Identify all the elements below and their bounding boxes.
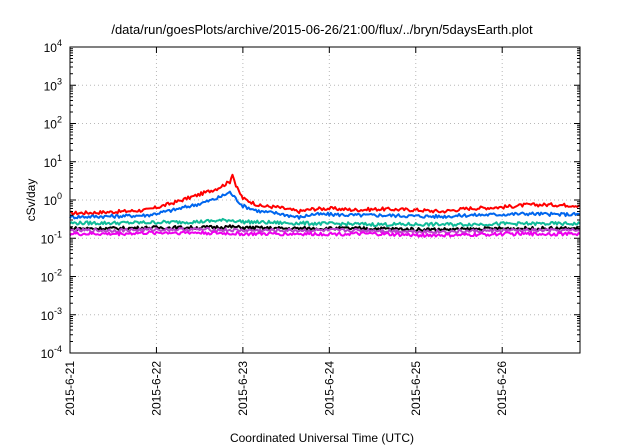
y-tick-label: 10-2 (41, 268, 62, 285)
series-line-3 (69, 217, 581, 228)
x-tick-label: 2015-6-24 (322, 361, 336, 416)
series-line-2 (69, 190, 581, 220)
chart-title: /data/run/goesPlots/archive/2015-06-26/2… (111, 22, 533, 37)
y-tick-label: 100 (44, 191, 62, 208)
y-tick-label: 102 (44, 115, 62, 132)
y-tick-label: 10-3 (41, 306, 62, 323)
y-tick-label: 10-4 (41, 344, 62, 361)
series-line-5 (69, 226, 581, 235)
y-tick-label: 10-1 (41, 229, 62, 246)
x-tick-label: 2015-6-22 (149, 361, 163, 416)
x-axis-label: Coordinated Universal Time (UTC) (230, 431, 414, 445)
y-tick-labels: 104 103 102 101 100 10-1 10-2 10-3 10-4 (41, 38, 62, 361)
series-line-6 (69, 230, 581, 238)
series-line-1 (69, 173, 581, 216)
y-tick-label: 103 (44, 76, 62, 93)
y-axis-label: cSv/day (24, 179, 38, 222)
axis-ticks (69, 46, 580, 354)
x-tick-label: 2015-6-26 (495, 361, 509, 416)
x-tick-label: 2015-6-25 (409, 361, 423, 416)
series-lines (69, 173, 581, 238)
grid-lines (70, 47, 580, 353)
y-tick-label: 101 (44, 153, 62, 170)
x-tick-label: 2015-6-23 (236, 361, 250, 416)
x-tick-label: 2015-6-21 (63, 361, 77, 416)
y-tick-label: 104 (44, 38, 62, 55)
x-tick-labels: 2015-6-21 2015-6-22 2015-6-23 2015-6-24 2015… (63, 361, 509, 416)
